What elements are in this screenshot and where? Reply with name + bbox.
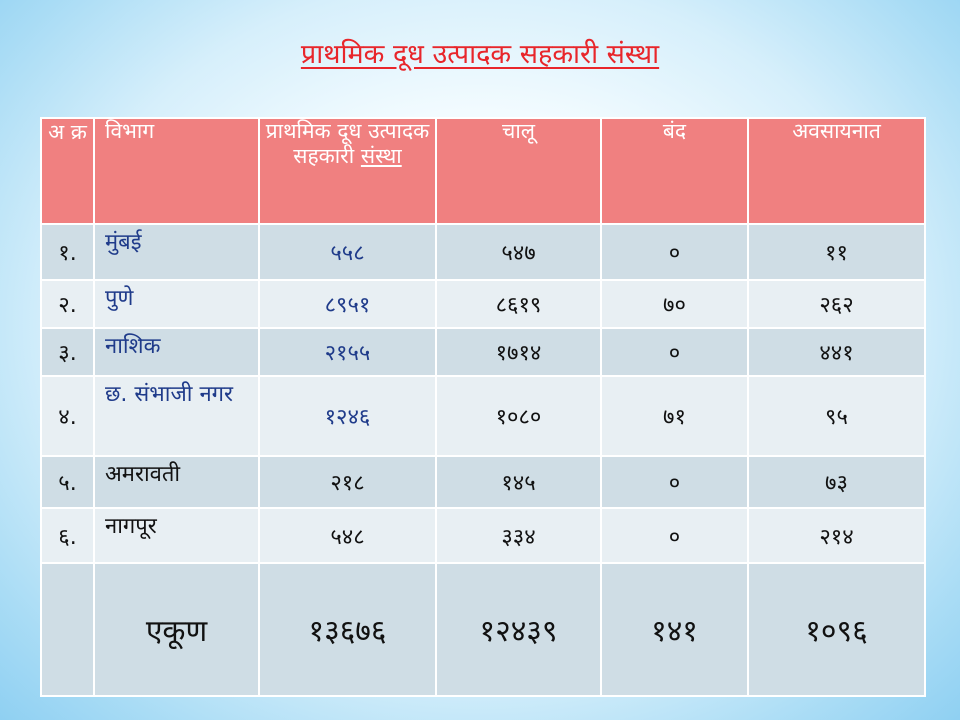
- total-liquidation: १०९६: [747, 562, 926, 697]
- header-under-liquidation: अवसायनात: [747, 117, 926, 225]
- row-active: १०८०: [435, 375, 602, 457]
- row-serial: ६.: [40, 507, 95, 564]
- table-row: ४. छ. संभाजी नगर १२४६ १०८० ७१ ९५: [40, 375, 926, 457]
- total-active: १२४३९: [435, 562, 602, 697]
- header-primary-societies: प्राथमिक दूध उत्पादक सहकारी संस्था: [258, 117, 437, 225]
- total-label: एकूण: [93, 562, 260, 697]
- row-serial: ४.: [40, 375, 95, 457]
- row-serial: ५.: [40, 455, 95, 509]
- row-active: ३३४: [435, 507, 602, 564]
- row-active: १४५: [435, 455, 602, 509]
- row-liquidation: ९५: [747, 375, 926, 457]
- row-department: नागपूर: [93, 507, 260, 564]
- header-closed: बंद: [600, 117, 749, 225]
- row-active: १७१४: [435, 327, 602, 377]
- row-societies: २१८: [258, 455, 437, 509]
- row-active: ५४७: [435, 223, 602, 281]
- dairy-societies-table: अ क्र विभाग प्राथमिक दूध उत्पादक सहकारी …: [40, 117, 926, 697]
- row-serial: ३.: [40, 327, 95, 377]
- row-department: अमरावती: [93, 455, 260, 509]
- row-department: छ. संभाजी नगर: [93, 375, 260, 457]
- row-department: पुणे: [93, 279, 260, 329]
- row-liquidation: ४४१: [747, 327, 926, 377]
- total-serial-empty: [40, 562, 95, 697]
- row-closed: ७०: [600, 279, 749, 329]
- total-closed: १४१: [600, 562, 749, 697]
- row-closed: ७१: [600, 375, 749, 457]
- row-liquidation: ७३: [747, 455, 926, 509]
- row-serial: २.: [40, 279, 95, 329]
- header-primary-societies-underlined: संस्था: [360, 144, 402, 168]
- row-closed: ०: [600, 507, 749, 564]
- row-closed: ०: [600, 455, 749, 509]
- total-row: एकूण १३६७६ १२४३९ १४१ १०९६: [40, 562, 926, 697]
- row-active: ८६१९: [435, 279, 602, 329]
- row-liquidation: २६२: [747, 279, 926, 329]
- table-row: १. मुंबई ५५८ ५४७ ० ११: [40, 223, 926, 281]
- header-active: चालू: [435, 117, 602, 225]
- total-societies: १३६७६: [258, 562, 437, 697]
- row-department: मुंबई: [93, 223, 260, 281]
- row-liquidation: ११: [747, 223, 926, 281]
- table-header-row: अ क्र विभाग प्राथमिक दूध उत्पादक सहकारी …: [40, 117, 926, 225]
- table-row: २. पुणे ८९५१ ८६१९ ७० २६२: [40, 279, 926, 329]
- table-row: ३. नाशिक २१५५ १७१४ ० ४४१: [40, 327, 926, 377]
- row-serial: १.: [40, 223, 95, 281]
- row-societies: १२४६: [258, 375, 437, 457]
- row-societies: २१५५: [258, 327, 437, 377]
- row-societies: ५५८: [258, 223, 437, 281]
- header-primary-societies-text: प्राथमिक दूध उत्पादक सहकारी: [265, 119, 430, 168]
- page-title: प्राथमिक दूध उत्पादक सहकारी संस्था: [300, 39, 660, 70]
- row-societies: ५४८: [258, 507, 437, 564]
- row-closed: ०: [600, 223, 749, 281]
- row-closed: ०: [600, 327, 749, 377]
- table-row: ५. अमरावती २१८ १४५ ० ७३: [40, 455, 926, 509]
- table-row: ६. नागपूर ५४८ ३३४ ० २१४: [40, 507, 926, 564]
- row-societies: ८९५१: [258, 279, 437, 329]
- row-department: नाशिक: [93, 327, 260, 377]
- row-liquidation: २१४: [747, 507, 926, 564]
- header-serial-number: अ क्र: [40, 117, 95, 225]
- header-department: विभाग: [93, 117, 260, 225]
